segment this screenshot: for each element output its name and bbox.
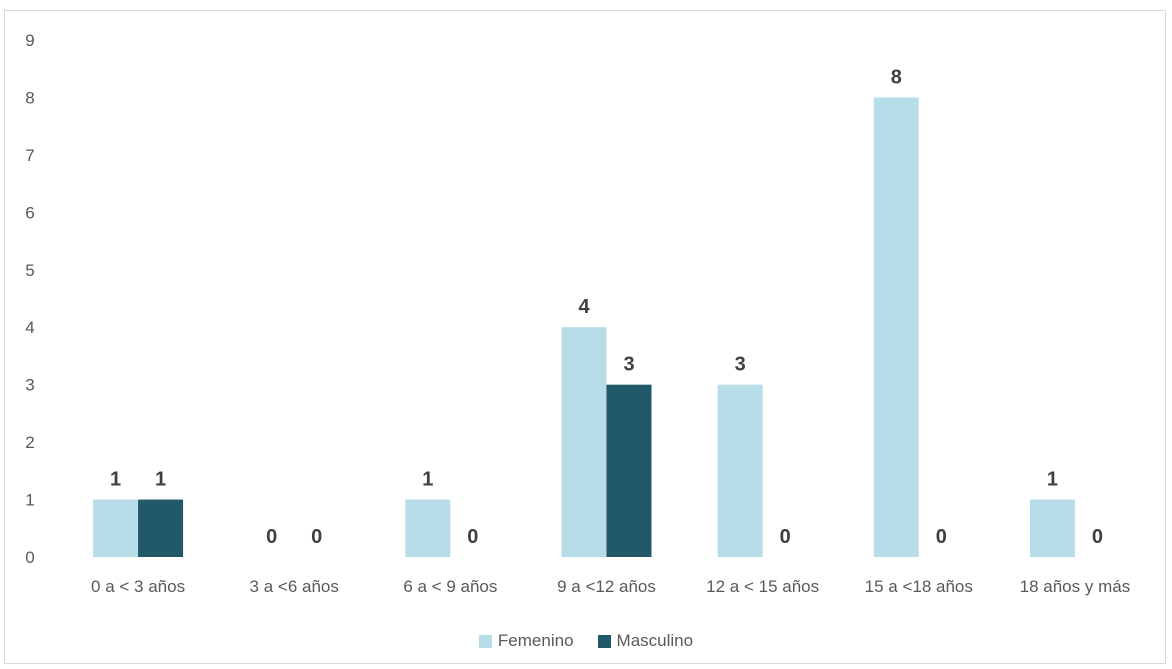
data-label: 1: [1047, 469, 1058, 491]
y-tick-label: 7: [25, 146, 34, 165]
bar-femenino: [873, 97, 919, 557]
y-tick-label: 1: [25, 491, 34, 510]
bar-femenino: [717, 384, 763, 557]
bar-femenino: [561, 327, 607, 557]
x-category-label: 3 a <6 años: [250, 577, 339, 596]
data-label: 1: [110, 469, 121, 491]
bar-masculino: [138, 499, 184, 557]
legend: Femenino Masculino: [0, 627, 1172, 655]
legend-item-masculino: Masculino: [597, 631, 694, 651]
legend-label-masculino: Masculino: [616, 631, 694, 650]
legend-item-femenino: Femenino: [478, 631, 574, 651]
x-category-label: 12 a < 15 años: [706, 577, 819, 596]
data-label: 0: [467, 526, 478, 548]
y-tick-label: 6: [25, 203, 34, 222]
y-tick-label: 4: [25, 318, 34, 337]
data-label: 8: [891, 66, 902, 88]
data-label: 4: [578, 296, 590, 318]
data-labels: 1 1 0 0 1 0 4 3 3 0 8 0 1 0: [110, 66, 1103, 548]
x-category-label: 6 a < 9 años: [403, 577, 497, 596]
y-tick-label: 0: [25, 548, 34, 567]
data-label: 0: [266, 526, 277, 548]
x-category-label: 9 a <12 años: [557, 577, 656, 596]
chart-frame: [4, 10, 1166, 664]
y-tick-label: 9: [25, 31, 34, 50]
data-label: 3: [623, 354, 634, 376]
x-axis-categories: 0 a < 3 años 3 a <6 años 6 a < 9 años 9 a <…: [91, 577, 1130, 596]
data-label: 0: [780, 526, 791, 548]
legend-swatch-femenino: [478, 634, 492, 648]
legend-label-femenino: Femenino: [497, 631, 574, 650]
bars: [93, 97, 1075, 557]
data-label: 0: [936, 526, 947, 548]
data-label: 0: [1092, 526, 1103, 548]
data-label: 0: [311, 526, 322, 548]
y-axis-ticks: 0 1 2 3 4 5 6 7 8 9: [25, 31, 34, 567]
y-tick-label: 5: [25, 261, 34, 280]
bar-femenino: [405, 499, 451, 557]
y-tick-label: 8: [25, 88, 34, 107]
data-label: 1: [422, 469, 433, 491]
bar-masculino: [606, 384, 652, 557]
bar-femenino: [93, 499, 139, 557]
x-category-label: 0 a < 3 años: [91, 577, 185, 596]
legend-swatch-masculino: [597, 634, 611, 648]
y-tick-label: 3: [25, 376, 34, 395]
x-category-label: 18 años y más: [1020, 577, 1131, 596]
bar-femenino: [1029, 499, 1075, 557]
data-label: 3: [735, 354, 746, 376]
data-label: 1: [155, 469, 166, 491]
y-tick-label: 2: [25, 433, 34, 452]
x-category-label: 15 a <18 años: [865, 577, 973, 596]
